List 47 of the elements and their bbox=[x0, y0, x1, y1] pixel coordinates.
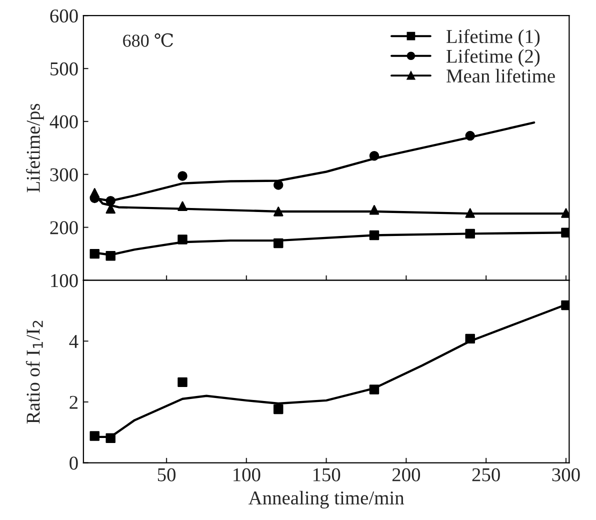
legend-label: Lifetime (1) bbox=[446, 29, 540, 48]
y-tick-label: 600 bbox=[50, 9, 78, 23]
point bbox=[465, 208, 475, 218]
point bbox=[561, 208, 570, 218]
x-axis-title: Annealing time/min bbox=[248, 490, 404, 509]
annotation: 680 ℃ bbox=[123, 33, 174, 47]
y-tick-label: 4 bbox=[69, 335, 78, 348]
point bbox=[465, 334, 475, 344]
y-tick-label: 2 bbox=[70, 396, 78, 409]
legend-label: Lifetime (2) bbox=[446, 48, 540, 67]
point bbox=[465, 228, 475, 239]
x-tick-label: 100 bbox=[234, 468, 260, 482]
point bbox=[369, 230, 380, 240]
legend-label: Mean lifetime bbox=[446, 68, 555, 83]
point bbox=[90, 188, 100, 198]
y-tick-label: 500 bbox=[50, 62, 78, 76]
point bbox=[178, 377, 188, 388]
point bbox=[369, 151, 380, 161]
point bbox=[274, 404, 284, 414]
x-tick-label: 150 bbox=[313, 468, 340, 482]
point bbox=[369, 384, 380, 394]
point bbox=[106, 251, 116, 261]
point bbox=[369, 205, 380, 215]
y-tick-label: 400 bbox=[50, 115, 78, 128]
point bbox=[106, 196, 116, 206]
x-tick-label: 50 bbox=[158, 468, 176, 482]
point bbox=[178, 234, 188, 244]
x-tick-label: 300 bbox=[552, 468, 580, 482]
point bbox=[274, 180, 284, 190]
point bbox=[561, 300, 570, 310]
point bbox=[465, 130, 475, 141]
x-tick-label: 200 bbox=[392, 468, 420, 482]
x-tick-label: 250 bbox=[472, 468, 500, 482]
y-axis-title: Ratio of I$_{1}$/I$_{2}$ bbox=[26, 320, 43, 424]
point bbox=[90, 431, 100, 441]
point bbox=[106, 433, 116, 444]
y-tick-label: 200 bbox=[50, 221, 78, 234]
y-tick-label: 100 bbox=[51, 274, 78, 288]
y-tick-label: 0 bbox=[70, 456, 78, 470]
point bbox=[274, 238, 284, 248]
point bbox=[274, 206, 284, 216]
point bbox=[178, 201, 188, 212]
point bbox=[561, 228, 570, 238]
y-axis-title: Lifetime/ps bbox=[26, 104, 44, 192]
point bbox=[178, 171, 188, 181]
point bbox=[90, 248, 100, 259]
y-tick-label: 300 bbox=[50, 168, 78, 182]
